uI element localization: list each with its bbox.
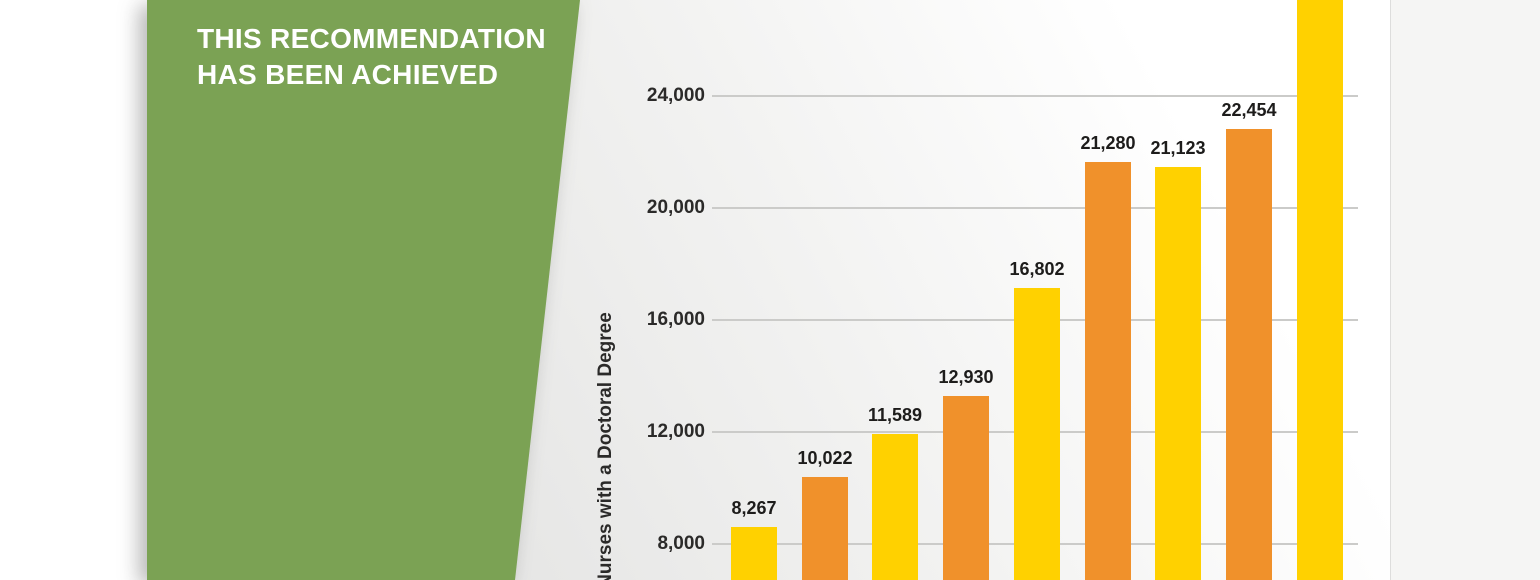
bar (1085, 162, 1131, 580)
y-axis-tick-label: 16,000 (646, 309, 705, 330)
y-axis-tick-label: 20,000 (646, 197, 705, 218)
bar (1226, 129, 1272, 580)
banner-text: THIS RECOMMENDATION HAS BEEN ACHIEVED (197, 21, 546, 93)
bar (802, 477, 848, 580)
y-axis-tick-label: 24,000 (646, 85, 705, 106)
bar-value-label: 16,802 (1009, 259, 1065, 279)
bar (943, 396, 989, 580)
y-axis-tick-label: 8,000 (657, 533, 705, 554)
bar-value-label: 21,123 (1150, 138, 1206, 158)
bar (731, 527, 777, 580)
gridline (712, 207, 1358, 209)
bar (1014, 288, 1060, 580)
page-background-right (1390, 0, 1540, 580)
bar-value-label: 22,454 (1221, 100, 1277, 120)
banner-line-1: THIS RECOMMENDATION (197, 23, 546, 54)
y-axis-tick-label: 12,000 (646, 421, 705, 442)
bar (1297, 0, 1343, 580)
bar (872, 434, 918, 580)
gridline (712, 95, 1358, 97)
bar-value-label: 11,589 (867, 405, 923, 425)
bar-value-label: 8,267 (731, 498, 777, 518)
banner-line-2: HAS BEEN ACHIEVED (197, 59, 499, 90)
bar-value-label: 10,022 (797, 448, 853, 468)
bar (1155, 167, 1201, 580)
bar-value-label: 12,930 (938, 367, 994, 387)
y-axis-title: Nurses with a Doctoral Degree (595, 312, 616, 580)
bar-value-label: 21,280 (1080, 133, 1136, 153)
